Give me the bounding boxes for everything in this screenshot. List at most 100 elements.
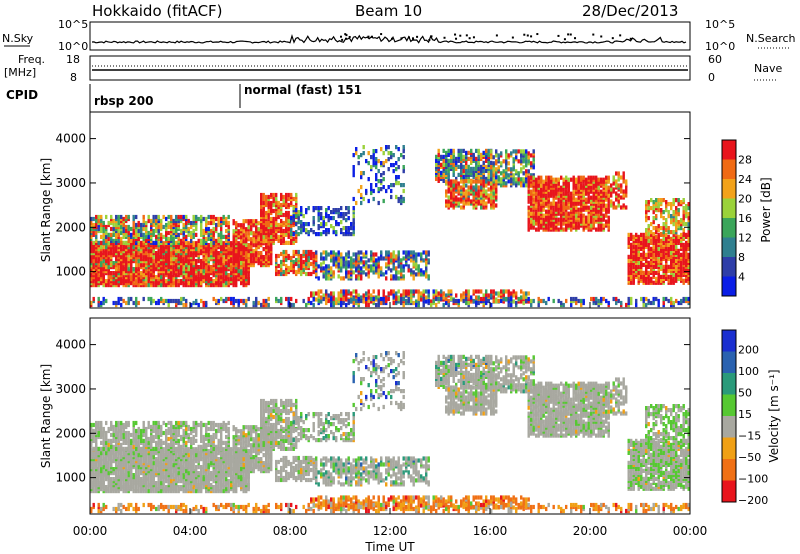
power-cell: [100, 257, 103, 262]
power-cell: [447, 178, 450, 183]
power-cell: [582, 213, 585, 218]
power-cell: [115, 214, 118, 220]
power-cell: [477, 289, 480, 294]
power-cell: [262, 234, 265, 239]
power-cell: [172, 240, 175, 245]
power-cell: [507, 173, 510, 178]
power-cell: [565, 175, 568, 180]
power-cell: [630, 274, 633, 279]
power-cell: [97, 218, 100, 224]
power-cell: [215, 216, 218, 222]
nsearch-dot: [495, 34, 498, 37]
power-cell: [542, 201, 545, 206]
power-cell: [95, 230, 98, 236]
power-cell: [470, 148, 473, 153]
power-cell: [325, 254, 328, 259]
power-cell: [300, 230, 303, 235]
power-cell: [195, 275, 198, 280]
power-cell: [387, 256, 390, 261]
power-cell: [240, 261, 243, 266]
power-cell: [525, 153, 528, 158]
power-cell: [112, 261, 115, 266]
power-cell: [597, 213, 600, 218]
power-cell: [435, 289, 438, 294]
power-cell: [180, 271, 183, 276]
power-cell: [617, 193, 620, 198]
power-cell: [607, 175, 610, 180]
power-cell: [340, 252, 343, 257]
power-cell: [655, 214, 658, 219]
power-cell: [550, 175, 553, 180]
power-cell: [215, 222, 218, 228]
power-cell: [450, 289, 453, 294]
power-cell: [447, 166, 450, 171]
power-cell: [210, 240, 213, 245]
power-cell: [177, 279, 180, 284]
power-cell: [270, 206, 273, 212]
power-cell: [112, 222, 115, 228]
power-cell: [650, 260, 653, 265]
power-cell: [490, 199, 493, 204]
power-cell: [262, 230, 265, 236]
power-cell: [170, 257, 173, 262]
power-cell: [222, 214, 225, 220]
power-cell: [540, 183, 543, 188]
power-cell: [252, 231, 255, 236]
power-cell: [552, 177, 555, 182]
power-cell: [452, 172, 455, 177]
power-cell: [310, 271, 313, 277]
power-cell: [492, 177, 495, 182]
power-cell: [295, 192, 298, 198]
power-cell: [652, 210, 655, 215]
power-cell: [472, 185, 475, 190]
power-cell: [487, 148, 490, 153]
power-cell: [480, 191, 483, 196]
power-cell: [485, 289, 488, 294]
power-cell: [322, 256, 325, 261]
power-cell: [347, 206, 350, 211]
power-cell: [665, 204, 668, 209]
power-cell: [450, 158, 453, 163]
power-cell: [677, 220, 680, 225]
power-cell: [375, 252, 378, 257]
power-cell: [317, 216, 320, 221]
power-cell: [115, 222, 118, 228]
power-cell: [557, 211, 560, 216]
power-cell: [617, 171, 620, 176]
power-cell: [260, 231, 263, 236]
power-cell: [105, 279, 108, 284]
power-cell: [282, 236, 285, 241]
power-cell: [165, 226, 168, 232]
power-cell: [352, 252, 355, 257]
power-cell: [147, 241, 150, 246]
power-cell: [600, 177, 603, 182]
power-cell: [467, 289, 470, 294]
power-cell: [232, 245, 235, 250]
power-cell: [242, 245, 245, 250]
power-cell: [250, 245, 253, 250]
power-cell: [687, 212, 690, 217]
power-cell: [352, 264, 355, 269]
nsky-panel-frame: [89, 21, 691, 51]
power-cell: [352, 258, 355, 263]
power-cell: [280, 192, 283, 198]
power-cell: [535, 203, 538, 208]
power-cell: [280, 202, 283, 208]
power-cell: [145, 255, 148, 260]
power-cell: [587, 225, 590, 230]
power-cell: [152, 263, 155, 268]
power-cell: [330, 270, 333, 275]
power-cell: [215, 277, 218, 282]
power-cell: [222, 220, 225, 226]
nsearch-dot: [345, 34, 348, 37]
power-cell: [530, 153, 533, 158]
power-cell: [315, 250, 318, 255]
power-cell: [137, 228, 140, 234]
power-cell: [520, 149, 523, 154]
power-cell: [322, 293, 325, 298]
power-cell: [345, 206, 348, 211]
power-cell: [375, 295, 378, 300]
power-cell: [137, 263, 140, 268]
nsearch-dot: [569, 33, 572, 36]
power-cell: [167, 230, 170, 236]
